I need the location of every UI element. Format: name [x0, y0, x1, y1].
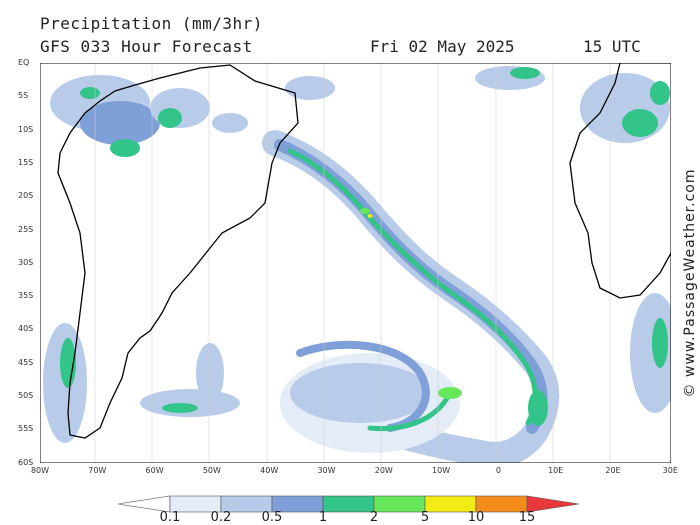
lon-label: 20W [374, 466, 393, 475]
lon-label: 60W [145, 466, 164, 475]
color-legend [118, 495, 580, 513]
lon-label: 50W [202, 466, 221, 475]
lon-label: 70W [88, 466, 107, 475]
lat-label: EQ [18, 58, 30, 67]
legend-label: 0.5 [261, 510, 283, 525]
lon-label: 10W [432, 466, 451, 475]
lon-label: 20E [605, 466, 621, 475]
lat-label: 50S [18, 391, 34, 400]
lat-label: 60S [18, 457, 34, 467]
precipitation-map [40, 63, 671, 463]
lat-label: 40S [18, 324, 34, 334]
legend-label: 0.1 [159, 510, 181, 525]
credit-label: © www.PassageWeather.com [682, 168, 698, 398]
legend-label: 1 [318, 510, 328, 525]
legend-label: 0.2 [210, 510, 232, 525]
forecast-subtitle: GFS 033 Hour Forecast [40, 37, 253, 56]
lat-label: 35S [18, 291, 34, 301]
lon-label: 0 [495, 466, 501, 475]
legend-label: 10 [467, 510, 485, 525]
legend-arrow-high [526, 495, 580, 513]
lat-label: 20S [18, 191, 34, 201]
forecast-time: 15 UTC [583, 37, 641, 56]
precip-layer [43, 66, 671, 463]
lat-label: 5S [18, 91, 29, 101]
forecast-date: Fri 02 May 2025 [370, 37, 515, 56]
graticule [94, 63, 611, 463]
lon-label: 30E [662, 466, 678, 475]
credit-text: © www.PassageWeather.com [678, 150, 700, 420]
lat-label: 10S [18, 124, 34, 134]
map-title: Precipitation (mm/3hr) [40, 14, 263, 33]
lat-label: 30S [18, 257, 34, 267]
legend-label: 15 [518, 510, 536, 525]
lat-label: 25S [18, 224, 34, 234]
south-america-coastline [57, 64, 299, 439]
lon-label: 10E [548, 466, 564, 475]
lat-label: 45S [18, 357, 34, 367]
legend-label: 2 [369, 510, 379, 525]
lat-label: 55S [18, 424, 34, 434]
lon-label: 80W [30, 466, 50, 475]
lon-label: 40W [260, 466, 279, 475]
legend-label: 5 [420, 510, 430, 525]
africa-coastline [569, 63, 671, 299]
lon-label: 30W [317, 466, 336, 475]
lat-label: 15S [18, 157, 34, 167]
